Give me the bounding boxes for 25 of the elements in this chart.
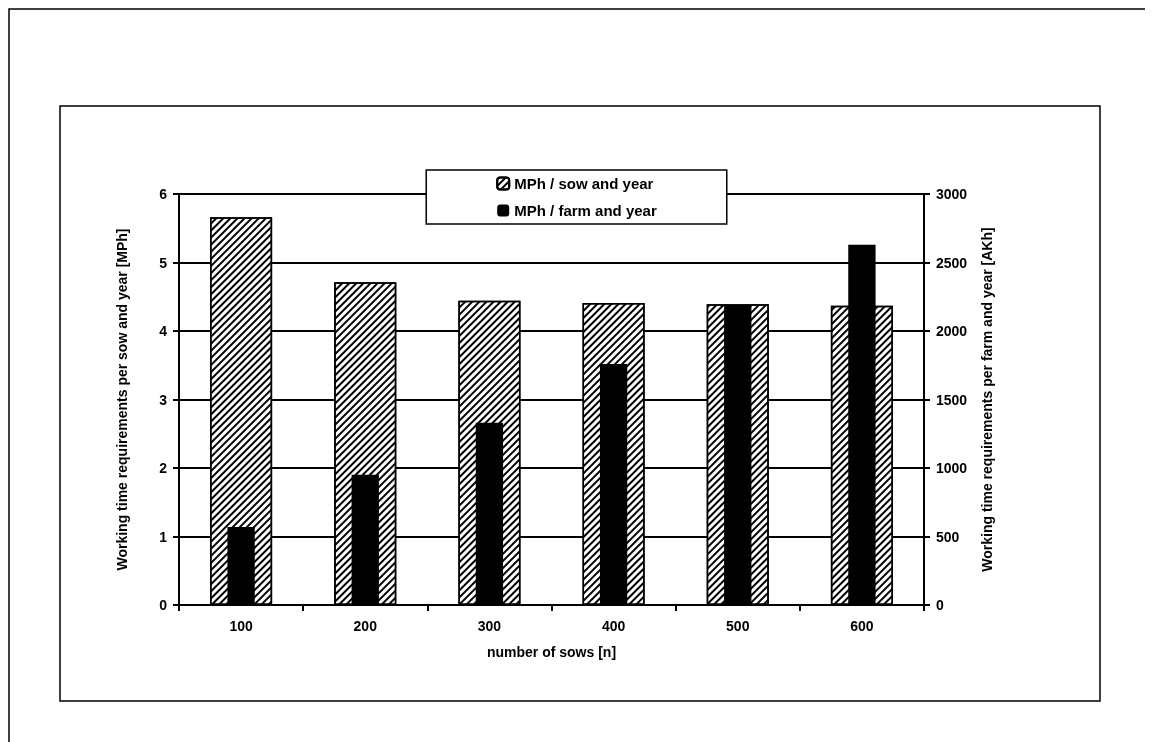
y-tick-label: 3: [159, 391, 168, 408]
y-tick-label: 2: [159, 460, 168, 476]
x-tick-label: 300: [477, 618, 502, 634]
y-tick-label: 6: [159, 186, 168, 202]
x-tick-label: 500: [726, 618, 750, 634]
y2-tick-label: 2500: [936, 254, 968, 271]
x-tick-label: 200: [353, 618, 378, 634]
y-tick-label: 5: [159, 254, 168, 271]
x-tick-label: 600: [850, 618, 874, 634]
legend-label: MPh / farm and year: [514, 202, 657, 219]
y2-tick-label: 2000: [936, 323, 968, 339]
x-tick-label: 100: [229, 618, 253, 634]
y-axis-title: Working time requirements per sow and year [MPh]: [114, 228, 130, 571]
y2-axis-title: Working time requirements per farm and year [AKh]: [979, 227, 996, 572]
y2-tick-label: 1500: [936, 391, 968, 408]
y2-tick-label: 0: [936, 597, 944, 613]
y2-tick-label: 1000: [936, 460, 968, 476]
y2-tick-label: 500: [936, 528, 960, 545]
x-tick-label: 400: [601, 618, 626, 634]
legend-label: MPh / sow and year: [514, 175, 654, 192]
y-tick-label: 1: [159, 528, 168, 545]
y-tick-label: 0: [159, 597, 168, 613]
x-axis-title: number of sows [n]: [486, 644, 617, 660]
y-tick-label: 4: [159, 323, 168, 339]
y2-tick-label: 3000: [936, 186, 968, 202]
